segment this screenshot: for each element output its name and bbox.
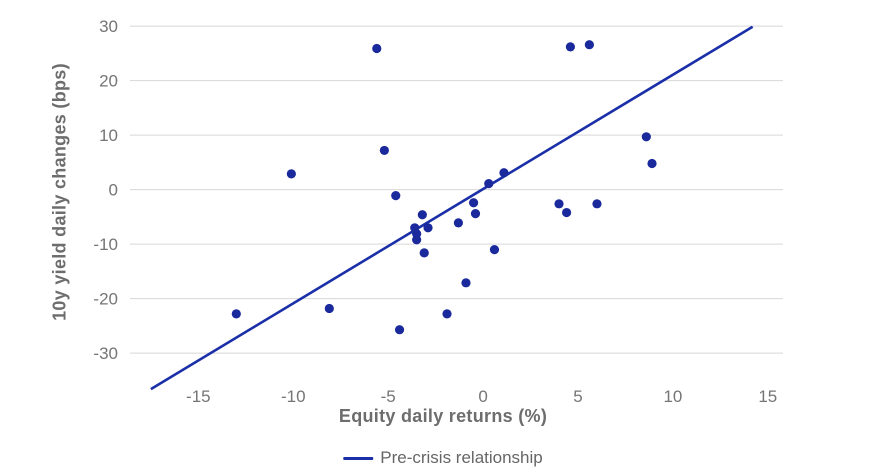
y-tick-label: -30 [93,344,118,363]
data-point[interactable] [391,191,401,201]
data-point[interactable] [372,43,382,54]
data-point[interactable] [442,309,452,319]
data-point[interactable] [394,325,405,335]
legend-label: Pre-crisis relationship [380,448,543,467]
y-tick-label: 10 [99,126,118,145]
data-point[interactable] [565,42,575,52]
data-point[interactable] [231,309,241,319]
x-axis-tick-labels: -15 -10 -5 0 5 10 15 [186,387,777,406]
x-tick-label: 0 [478,387,487,406]
data-point[interactable] [554,199,564,209]
x-tick-label: 5 [573,387,582,406]
y-tick-label: 0 [109,181,118,200]
data-point[interactable] [461,278,471,288]
gridlines [130,25,783,354]
data-point[interactable] [412,235,422,245]
x-axis-title: Equity daily returns (%) [338,406,548,426]
data-point[interactable] [324,303,334,314]
y-tick-label: -20 [93,290,118,309]
y-axis-tick-labels: 30 20 10 0 -10 -20 -30 [93,17,118,363]
data-point[interactable] [647,158,657,169]
trend-line [150,25,754,391]
data-point[interactable] [379,145,389,156]
y-tick-label: 30 [99,17,118,36]
data-point[interactable] [641,132,651,142]
y-tick-label: -10 [93,235,118,254]
legend-line-swatch [343,456,374,460]
data-point[interactable] [417,210,427,220]
data-point[interactable] [484,179,494,189]
x-tick-label: -10 [281,387,306,406]
data-point[interactable] [286,169,296,179]
data-point[interactable] [453,218,463,228]
x-tick-label: -15 [186,387,211,406]
x-tick-label: 10 [663,387,682,406]
data-point[interactable] [499,168,509,178]
data-point[interactable] [561,207,572,218]
pre-crisis-trend-line [150,25,754,391]
data-point[interactable] [419,248,429,258]
data-point[interactable] [489,244,500,255]
scatter-points [231,40,657,335]
x-tick-label: -5 [381,387,396,406]
data-point[interactable] [468,198,479,208]
data-point[interactable] [470,209,481,219]
x-tick-label: 15 [758,387,777,406]
data-point[interactable] [592,199,602,209]
y-tick-label: 20 [99,72,118,91]
data-point[interactable] [584,40,594,50]
legend-item-pre-crisis[interactable]: Pre-crisis relationship [343,448,543,468]
y-axis-title: 10y yield daily changes (bps) [49,63,70,321]
data-point[interactable] [423,223,433,233]
